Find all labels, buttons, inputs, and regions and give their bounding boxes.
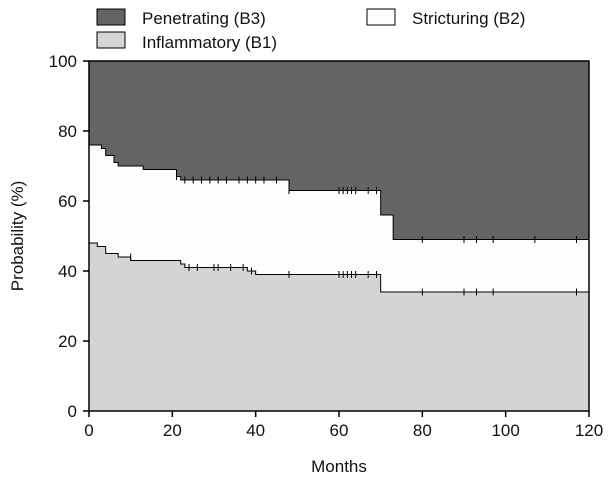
legend-swatch-inflammatory <box>96 31 126 49</box>
boundary-line-lower <box>89 242 589 293</box>
x-axis-label: Months <box>311 457 367 476</box>
x-tick-label: 100 <box>491 421 519 440</box>
y-axis: 0 20 40 60 80 100 <box>49 52 89 421</box>
area-inflammatory <box>89 243 589 411</box>
legend: Penetrating (B3) Stricturing (B2) Inflam… <box>96 8 525 52</box>
y-tick-label: 60 <box>58 192 77 211</box>
legend-swatch-stricturing <box>366 8 396 26</box>
legend-label-inflammatory: Inflammatory (B1) <box>142 33 277 52</box>
legend-label-stricturing: Stricturing (B2) <box>412 9 525 28</box>
legend-swatch-penetrating <box>96 8 126 26</box>
x-tick-label: 0 <box>84 421 93 440</box>
legend-item-stricturing: Stricturing (B2) <box>366 8 525 28</box>
y-tick-label: 20 <box>58 332 77 351</box>
legend-item-inflammatory: Inflammatory (B1) <box>96 31 277 52</box>
x-tick-label: 80 <box>413 421 432 440</box>
censor-marks <box>130 173 577 296</box>
y-tick-label: 80 <box>58 122 77 141</box>
plot-area <box>88 60 590 412</box>
x-tick-label: 120 <box>575 421 603 440</box>
y-axis-label: Probability (%) <box>8 181 27 292</box>
y-tick-label: 100 <box>49 52 77 71</box>
boundary-line-upper <box>89 144 589 240</box>
y-tick-label: 40 <box>58 262 77 281</box>
y-tick-label: 0 <box>68 402 77 421</box>
legend-label-penetrating: Penetrating (B3) <box>142 9 266 28</box>
x-tick-label: 20 <box>163 421 182 440</box>
x-axis: 0 20 40 60 80 100 120 <box>84 411 603 440</box>
area-penetrating <box>89 61 589 240</box>
legend-item-penetrating: Penetrating (B3) <box>96 8 266 28</box>
x-tick-label: 60 <box>330 421 349 440</box>
x-tick-label: 40 <box>246 421 265 440</box>
